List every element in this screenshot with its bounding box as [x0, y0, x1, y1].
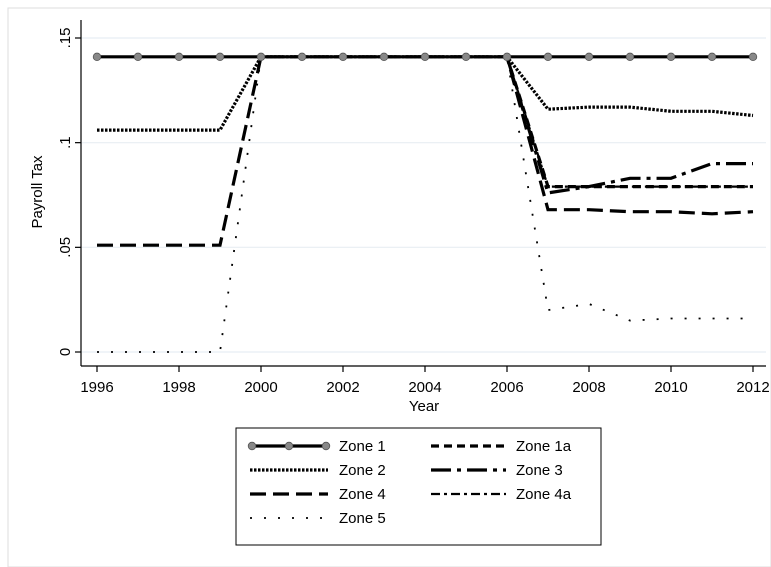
data-point — [379, 52, 389, 62]
legend-label: Zone 1 — [339, 438, 386, 455]
series-line-zone-4 — [97, 55, 754, 247]
data-point — [92, 52, 102, 62]
x-tick-label: 2010 — [654, 379, 687, 396]
data-point — [707, 52, 717, 62]
data-point — [420, 52, 430, 62]
y-tick-label: .1 — [57, 136, 74, 149]
x-tick-label: 2002 — [326, 379, 359, 396]
legend-label: Zone 2 — [339, 462, 386, 479]
legend-marker — [321, 441, 331, 451]
x-tick-label: 1998 — [162, 379, 195, 396]
data-point — [748, 52, 758, 62]
data-point — [543, 52, 553, 62]
x-axis-title: Year — [409, 398, 439, 415]
y-tick-label: .05 — [57, 237, 74, 258]
x-tick-label: 2012 — [736, 379, 769, 396]
x-tick-label: 1996 — [80, 379, 113, 396]
legend: Zone 1 Zone 1a Zone 2 Zone 3 Zone 4 Zone 4a Zo… — [235, 427, 602, 546]
series-line-zone-5 — [97, 55, 753, 353]
axes — [75, 20, 766, 372]
data-point — [461, 52, 471, 62]
series-line-zone-1a — [505, 56, 753, 189]
y-axis-title: Payroll Tax — [29, 155, 46, 229]
y-tick-label: 0 — [57, 348, 74, 356]
x-tick-label: 2008 — [572, 379, 605, 396]
x-tick-label: 2000 — [244, 379, 277, 396]
series-line-zone-2 — [97, 55, 754, 132]
legend-marker — [247, 441, 257, 451]
data-point — [502, 52, 512, 62]
tick-labels: 0 .05 .1 .15 1996 1998 2000 2002 2004 2006 2008 201… — [57, 28, 770, 396]
data-point — [666, 52, 676, 62]
data-point — [174, 52, 184, 62]
data-point — [215, 52, 225, 62]
legend-label: Zone 4a — [516, 486, 572, 503]
y-tick-label: .15 — [57, 28, 74, 49]
legend-label: Zone 5 — [339, 510, 386, 527]
data-point — [338, 52, 348, 62]
data-point — [297, 52, 307, 62]
legend-label: Zone 1a — [516, 438, 572, 455]
legend-marker — [284, 441, 294, 451]
series-line-zone-3 — [505, 56, 753, 195]
x-tick-label: 2004 — [408, 379, 441, 396]
legend-label: Zone 3 — [516, 462, 563, 479]
legend-label: Zone 4 — [339, 486, 386, 503]
data-point — [133, 52, 143, 62]
data-point — [584, 52, 594, 62]
data-point — [625, 52, 635, 62]
data-point — [256, 52, 266, 62]
x-tick-label: 2006 — [490, 379, 523, 396]
series-lines — [92, 52, 758, 353]
